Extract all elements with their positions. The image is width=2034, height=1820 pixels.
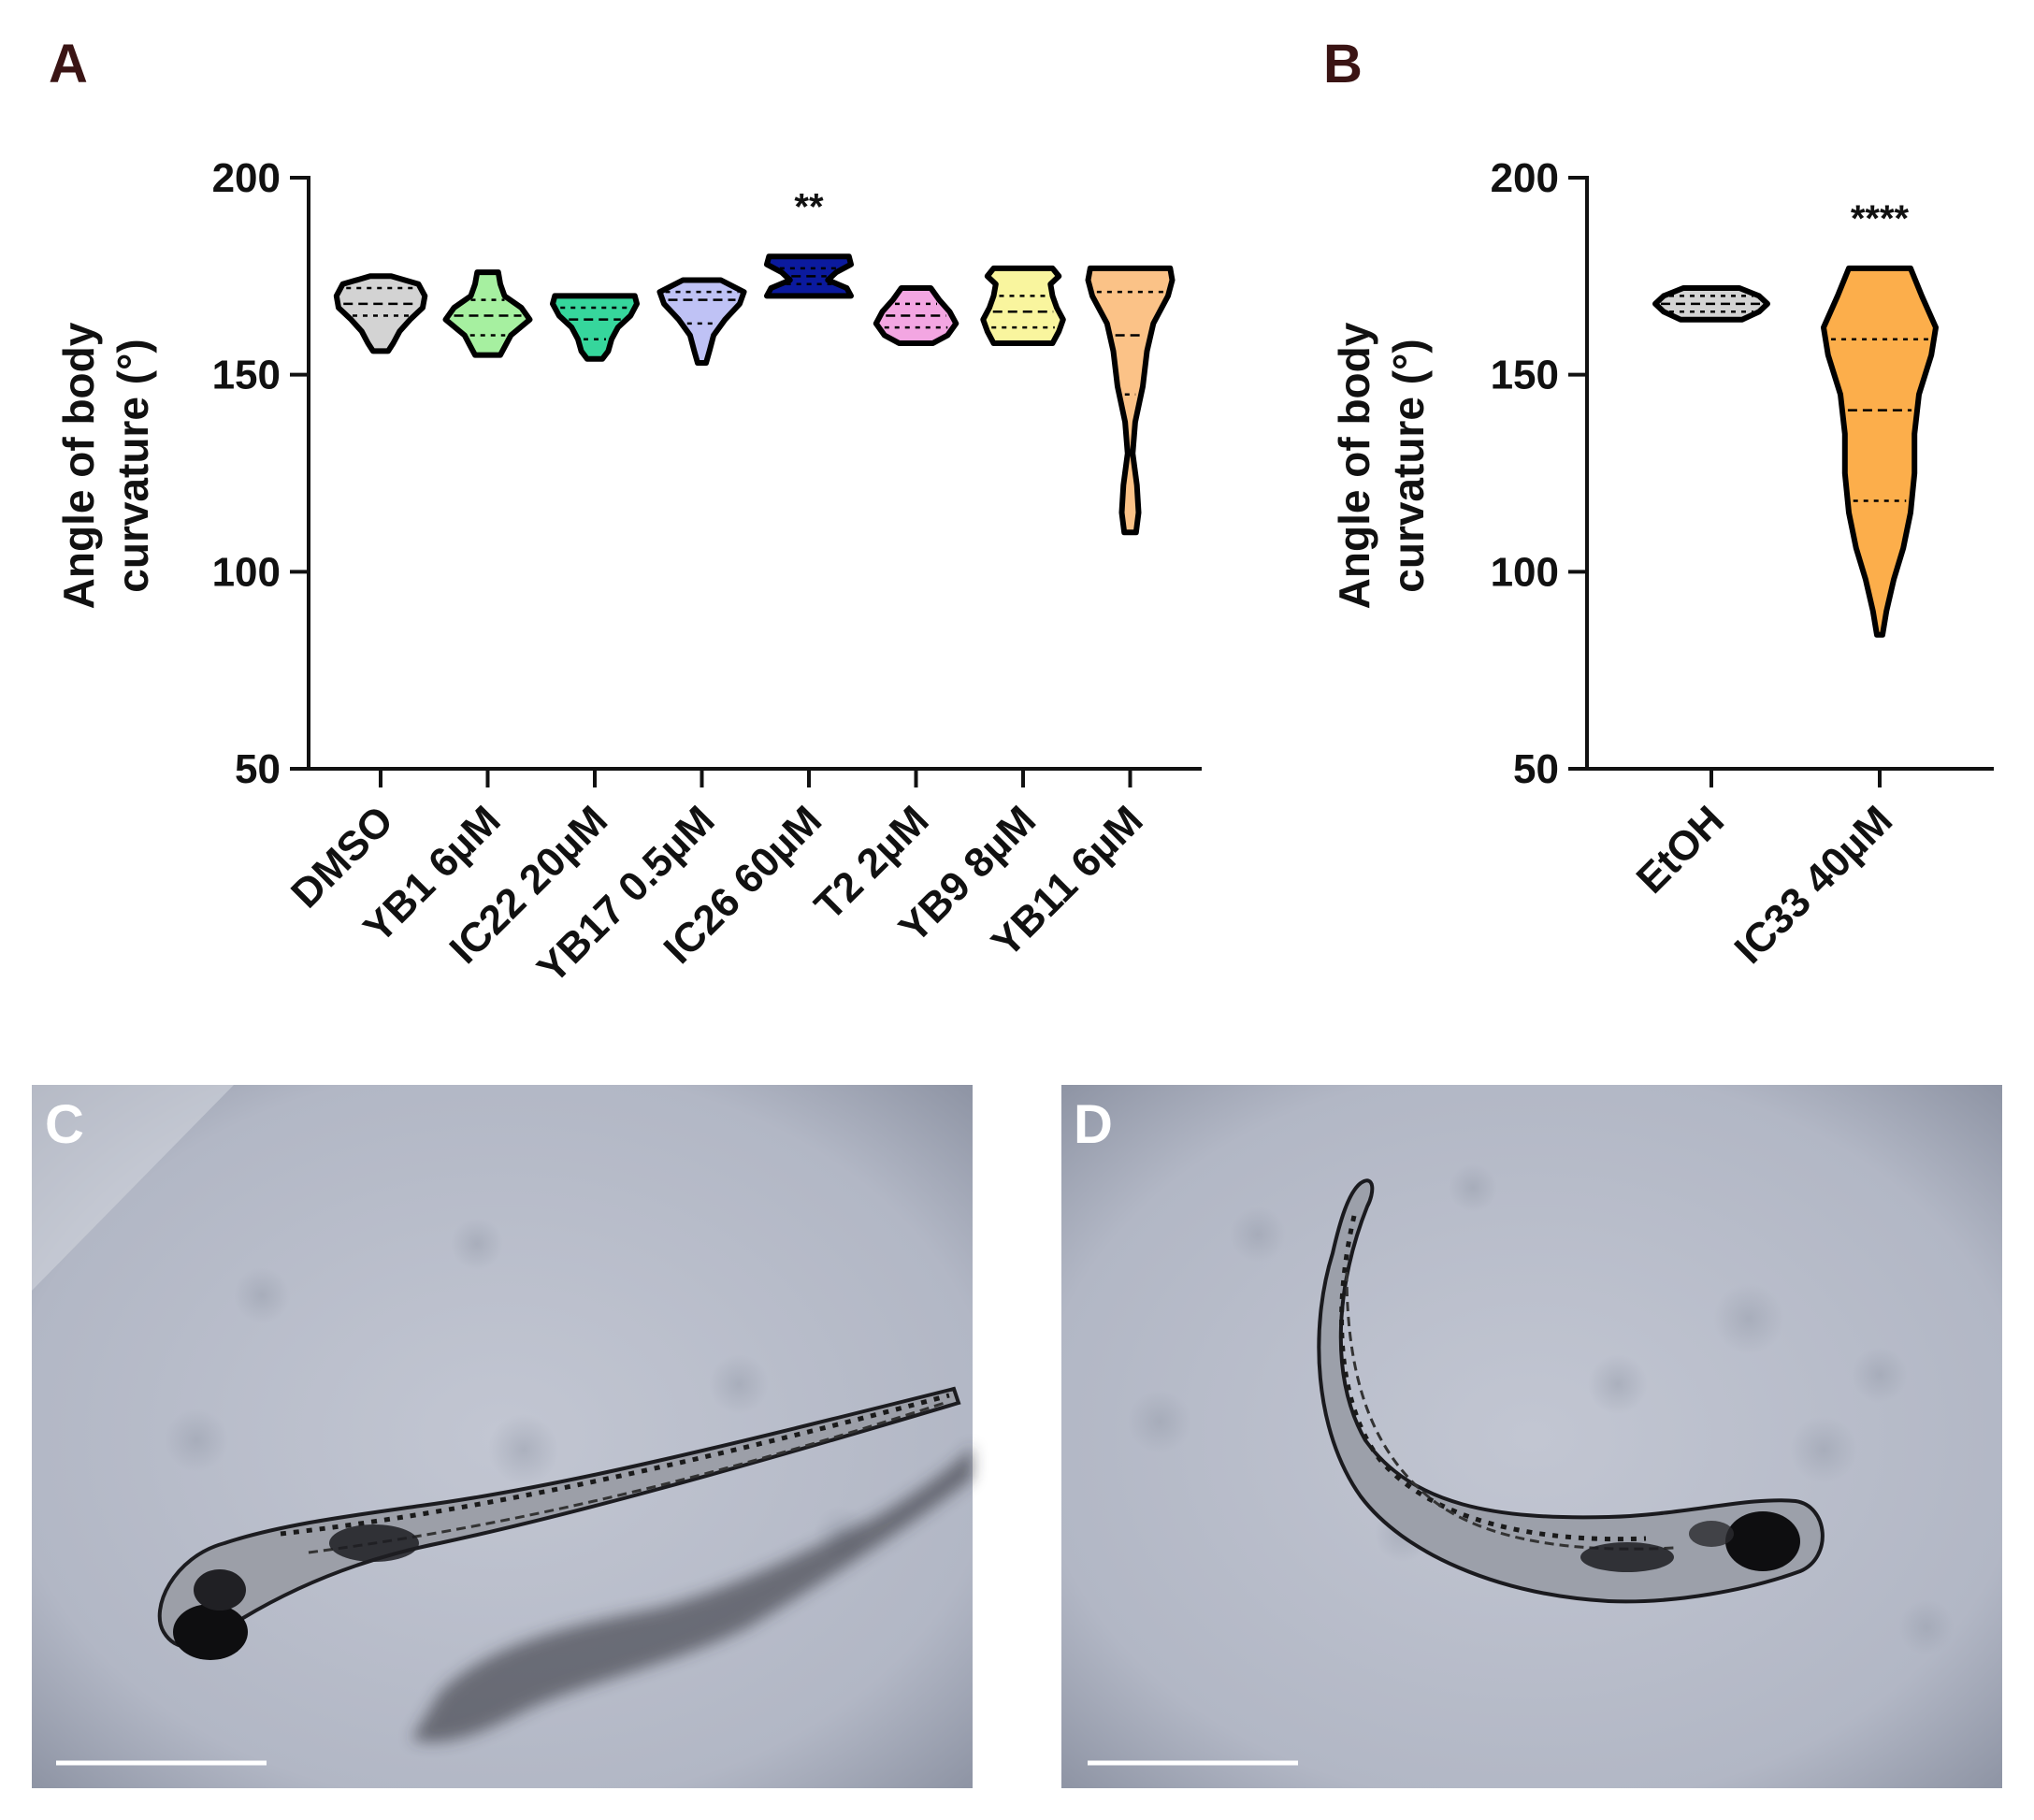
zebrafish-curved-icon	[1317, 1178, 1825, 1604]
category-label-etoh: EtOH	[1628, 797, 1733, 902]
violin-ic33-40um	[1821, 265, 1939, 638]
y-tick-label: 50	[1513, 746, 1559, 792]
violin-yb1-6um	[442, 269, 533, 358]
photo-letter-d: D	[1074, 1094, 1113, 1155]
photo-c-shadow	[411, 1445, 973, 1742]
chart-b-y-axis-title: Angle of body curvature (°)	[1330, 322, 1433, 609]
panel-letter-b: B	[1323, 34, 1363, 94]
chart-a-y-axis-title-line1: Angle of body	[54, 322, 103, 609]
chart-b-y-axis-title-line1: Angle of body	[1330, 322, 1378, 609]
y-tick-label: 100	[1491, 549, 1559, 595]
category-label-ic33-40um: IC33 40µM	[1726, 797, 1901, 972]
chart-a-violins: **	[333, 186, 1176, 536]
significance-ic26-60um: **	[794, 186, 824, 227]
photo-d: D	[1061, 1085, 2002, 1788]
panel-letter-a: A	[49, 34, 88, 94]
photo-d-background	[1061, 1085, 2002, 1788]
violin-yb11-6um	[1085, 265, 1176, 536]
y-tick-label: 150	[1491, 353, 1559, 398]
chart-a-y-axis-title: Angle of body curvature (°)	[54, 322, 157, 609]
y-tick-label: 200	[1491, 155, 1559, 201]
chart-b-y-axis-title-line2: curvature (°)	[1384, 339, 1433, 592]
y-tick-label: 200	[212, 155, 281, 201]
photo-letter-c: C	[45, 1094, 84, 1155]
y-tick-label: 150	[212, 353, 281, 398]
violin-dmso	[333, 273, 428, 354]
zebrafish-straight-icon	[157, 1386, 961, 1660]
y-tick-label: 100	[212, 549, 281, 595]
violin-yb9-8um	[980, 265, 1066, 346]
chart-b-violins: ****	[1652, 198, 1939, 638]
violin-ic22-20um	[550, 293, 640, 362]
y-tick-label: 50	[235, 746, 281, 792]
photo-c-glare-edge	[32, 1085, 234, 1291]
significance-ic33-40um: ****	[1851, 198, 1910, 239]
chart-a-y-axis-title-line2: curvature (°)	[108, 339, 157, 592]
violin-yb17-0-5um	[656, 277, 747, 366]
photo-c: C	[32, 1085, 973, 1788]
